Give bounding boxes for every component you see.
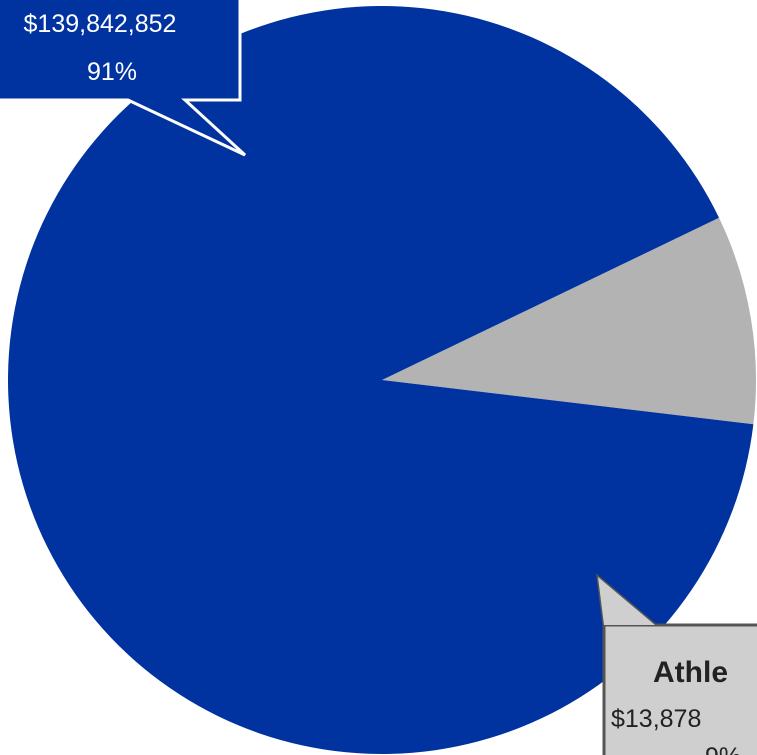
- callout-secondary-percent: 9%: [705, 743, 741, 755]
- callout-primary-percent: 91%: [87, 58, 137, 86]
- callout-secondary-value: $13,878: [611, 705, 701, 733]
- callout-primary-value: $139,842,852: [24, 10, 177, 38]
- callout-secondary-label: Athle: [653, 656, 728, 689]
